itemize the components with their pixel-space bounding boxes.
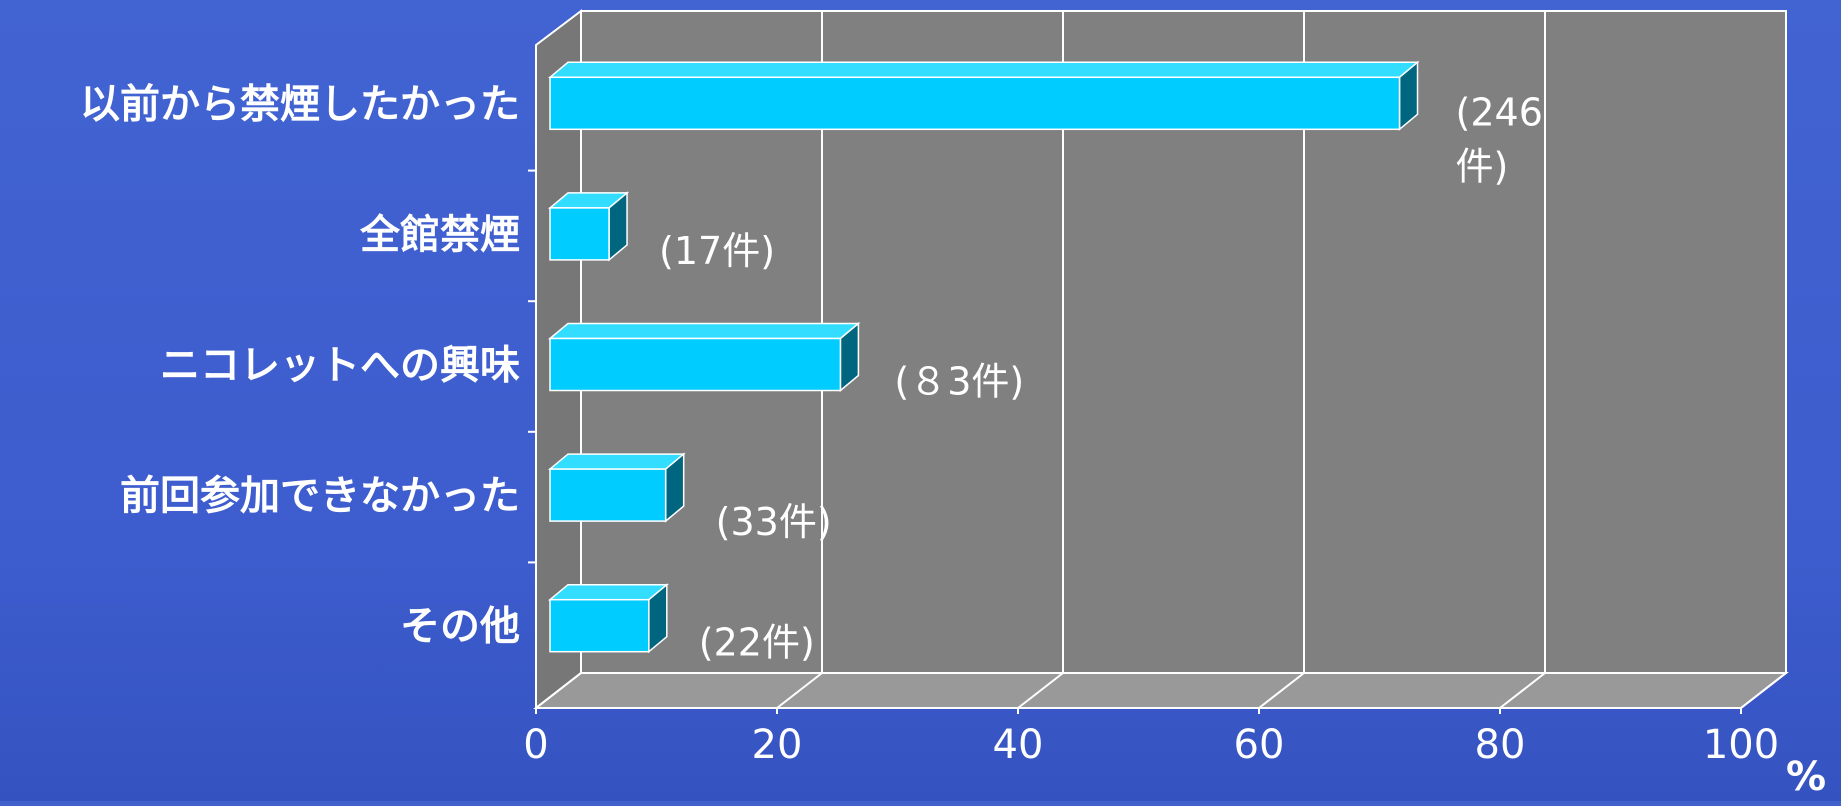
category-label: ニコレットへの興味: [160, 343, 520, 389]
x-tick-label: 80: [1475, 722, 1526, 768]
bar: [547, 321, 861, 393]
bar-front-face: [549, 598, 650, 653]
labels: 0 20 40 60 80 100% 以前から禁煙したかった (246 件) 全館禁煙 (17件) ニ…: [80, 81, 1826, 800]
floor-gridline: [776, 672, 823, 709]
bar-front-face: [549, 468, 667, 522]
count-label: (22件): [699, 621, 815, 665]
x-tick-label: 60: [1234, 722, 1285, 768]
x-unit-label: %: [1786, 754, 1826, 800]
count-label: (33件): [716, 500, 832, 544]
x-tick-label: 100: [1703, 722, 1779, 768]
bar: [547, 60, 1420, 131]
x-tick-label: 40: [993, 722, 1044, 768]
bar-front-face: [549, 337, 842, 392]
count-label: (８3件): [894, 360, 1024, 404]
floor-gridline: [1499, 672, 1546, 709]
count-label-line: (８3件): [894, 360, 1024, 404]
bar-top-face: [547, 322, 861, 340]
bar: [547, 583, 669, 654]
category-label: 前回参加できなかった: [120, 473, 520, 519]
plot-area: [528, 8, 1789, 714]
count-label-line: (17件): [659, 229, 775, 273]
plot-floor: [533, 672, 1789, 709]
count-label: (246 件): [1456, 90, 1543, 188]
floor-gridline: [1017, 672, 1064, 709]
bar-top-face: [547, 453, 686, 470]
count-label-line: (246: [1456, 90, 1543, 134]
category-label: その他: [400, 604, 520, 650]
bar-top-face: [547, 61, 1420, 79]
floor-gridline: [535, 672, 582, 709]
count-label-line: (22件): [699, 621, 815, 665]
bar-front-face: [549, 207, 610, 261]
bar: [547, 452, 686, 523]
bar-top-face: [547, 583, 669, 601]
count-label-line: (33件): [716, 500, 832, 544]
bar: [547, 191, 630, 262]
x-tick-label: 20: [752, 722, 803, 768]
x-tick-label: 0: [523, 722, 548, 768]
floor-gridline: [1258, 672, 1305, 709]
bars: [547, 60, 1420, 654]
floor-gridline: [1740, 672, 1787, 709]
bar-front-face: [549, 76, 1401, 131]
category-label: 全館禁煙: [359, 212, 520, 258]
count-label: (17件): [659, 229, 775, 273]
count-label-line: 件): [1456, 144, 1509, 188]
category-label: 以前から禁煙したかった: [80, 81, 520, 127]
